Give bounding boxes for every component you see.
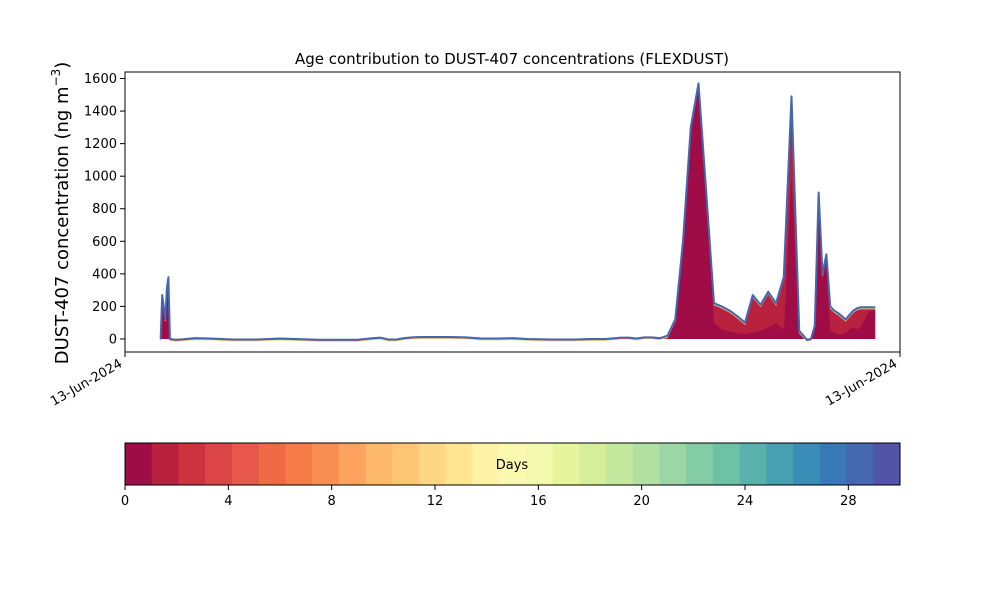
y-axis-ticks: 0 200 400 600 800 1000 1200 1400 1600	[84, 72, 125, 347]
y-tick-label: 400	[92, 267, 117, 282]
colorbar-cell	[606, 443, 634, 485]
y-tick-label: 1200	[84, 137, 117, 152]
plot-frame	[124, 71, 901, 353]
colorbar-cell	[231, 443, 260, 485]
colorbar-cell	[338, 443, 367, 485]
colorbar-cell	[205, 443, 233, 485]
area-older-age	[667, 322, 876, 339]
colorbar-ticks: 0 4 8 12 16 20 24 28	[121, 485, 857, 509]
y-tick-label: 200	[92, 300, 117, 315]
colorbar-frame	[124, 442, 901, 486]
colorbar-tick-label: 0	[121, 494, 129, 509]
chart-title: Age contribution to DUST-407 concentrati…	[295, 50, 729, 68]
colorbar-cell	[873, 443, 901, 485]
colorbar-cell	[285, 443, 313, 485]
x-axis-ticks: 13-Jun-2024 13-Jun-2024	[48, 352, 901, 409]
colorbar-tick-label: 20	[633, 494, 650, 509]
colorbar: Days 0 4 8 12 16 20 24 28	[121, 442, 901, 509]
y-tick-label: 0	[109, 332, 117, 347]
area-youngest-age	[160, 88, 876, 339]
colorbar-cell	[312, 443, 340, 485]
y-axis-label: DUST-407 concentration (ng m−3)	[49, 62, 73, 365]
colorbar-tick-label: 24	[737, 494, 754, 509]
colorbar-cell	[712, 443, 741, 485]
colorbar-cell	[125, 443, 153, 485]
colorbar-cell	[418, 443, 447, 485]
colorbar-cell	[365, 443, 393, 485]
colorbar-cell	[151, 443, 179, 485]
x-tick-label: 13-Jun-2024	[823, 356, 900, 409]
colorbar-cell	[819, 443, 848, 485]
line-total-outline	[159, 82, 876, 341]
colorbar-cell	[258, 443, 286, 485]
line-series	[159, 82, 876, 342]
area-total	[160, 83, 876, 340]
colorbar-cell	[392, 443, 420, 485]
colorbar-cell	[659, 443, 687, 485]
colorbar-cell	[846, 443, 874, 485]
plot-area	[124, 71, 901, 353]
colorbar-cell	[178, 443, 206, 485]
y-tick-label: 1000	[84, 170, 117, 185]
colorbar-cell	[579, 443, 607, 485]
y-tick-label: 1400	[84, 105, 117, 120]
colorbar-cell	[525, 443, 554, 485]
colorbar-tick-label: 16	[530, 494, 547, 509]
y-tick-label: 600	[92, 235, 117, 250]
colorbar-cell	[445, 443, 473, 485]
area-series	[160, 83, 876, 340]
colorbar-cell	[793, 443, 821, 485]
colorbar-tick-label: 12	[427, 494, 444, 509]
colorbar-cell	[766, 443, 794, 485]
colorbar-cell	[632, 443, 660, 485]
colorbar-tick-label: 8	[328, 494, 336, 509]
colorbar-cell	[499, 443, 527, 485]
colorbar-label: Days	[496, 458, 529, 473]
colorbar-tick-label: 4	[224, 494, 232, 509]
colorbar-tick-label: 28	[840, 494, 857, 509]
colorbar-cell	[739, 443, 767, 485]
colorbar-cell	[472, 443, 500, 485]
y-tick-label: 1600	[84, 72, 117, 87]
colorbar-cell	[552, 443, 580, 485]
y-tick-label: 800	[92, 202, 117, 217]
colorbar-cell	[686, 443, 714, 485]
colorbar-cells	[125, 443, 901, 485]
